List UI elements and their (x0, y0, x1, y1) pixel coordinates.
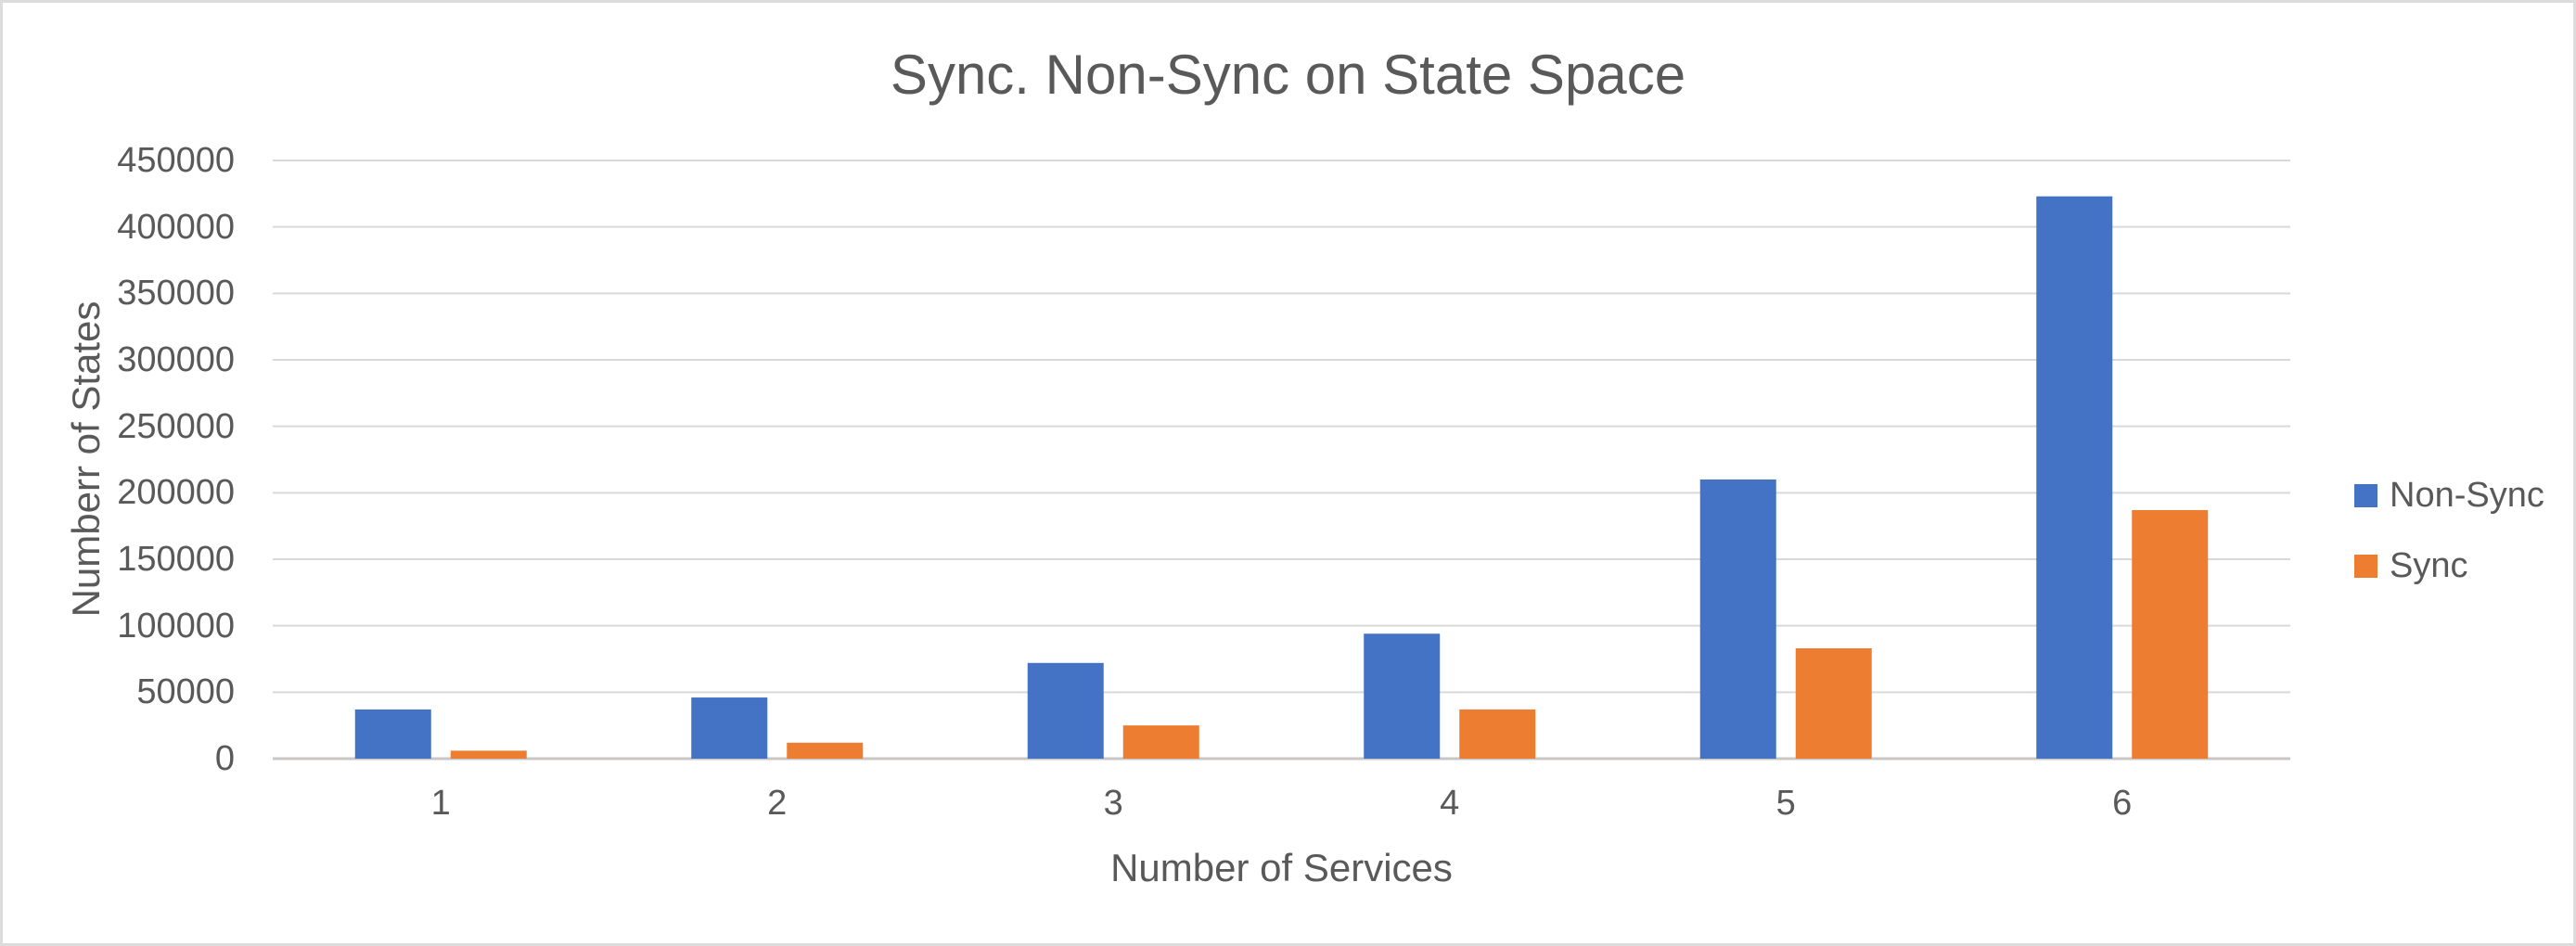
bar-sync-cat3 (1122, 725, 1199, 759)
y-tick-label: 300000 (117, 340, 235, 379)
chart-title: Sync. Non-Sync on State Space (890, 44, 1686, 106)
y-tick-label: 250000 (117, 406, 235, 446)
legend-item-sync: Sync (2354, 545, 2467, 586)
y-tick-label: 150000 (117, 540, 235, 579)
bar-non-sync-cat4 (1364, 633, 1441, 759)
bar-sync-cat6 (2132, 509, 2209, 759)
bar-sync-cat1 (450, 750, 527, 759)
y-tick-label: 0 (214, 739, 235, 778)
x-tick-label: 2 (767, 784, 788, 823)
bar-non-sync-cat3 (1027, 662, 1104, 759)
bar-sync-cat4 (1459, 709, 1536, 759)
plot-area (273, 160, 2290, 761)
bar-sync-cat5 (1795, 648, 1872, 759)
y-tick-label: 100000 (117, 606, 235, 646)
y-tick-label: 200000 (117, 473, 235, 513)
x-tick-label: 1 (430, 784, 451, 823)
x-tick-label: 5 (1775, 784, 1796, 823)
y-tick-label: 450000 (117, 141, 235, 180)
bar-non-sync-cat1 (354, 709, 431, 759)
bar-non-sync-cat2 (691, 697, 768, 759)
legend-label: Sync (2390, 546, 2468, 585)
x-tick-label: 4 (1440, 784, 1460, 823)
y-tick-label: 400000 (117, 207, 235, 247)
y-tick-label: 50000 (136, 672, 235, 712)
y-tick-label: 350000 (117, 274, 235, 313)
legend-swatch-icon (2354, 483, 2377, 507)
bar-non-sync-cat5 (1699, 479, 1776, 759)
legend-swatch-icon (2354, 554, 2377, 578)
bar-sync-cat2 (787, 742, 864, 759)
bar-non-sync-cat6 (2036, 196, 2113, 759)
x-tick-label: 6 (2112, 784, 2133, 823)
x-axis-title: Number of Services (1110, 846, 1453, 889)
legend-item-non-sync: Non-Sync (2354, 475, 2544, 516)
x-tick-label: 3 (1103, 784, 1123, 823)
legend-label: Non-Sync (2390, 476, 2544, 515)
